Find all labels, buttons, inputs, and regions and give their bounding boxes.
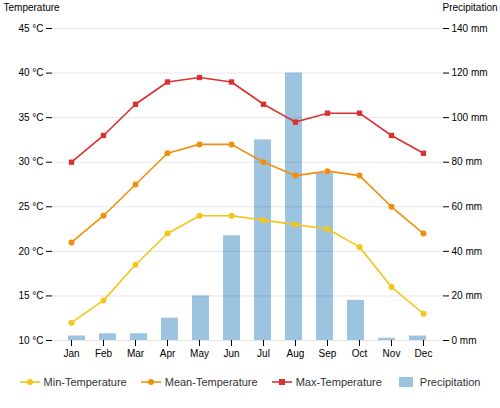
svg-text:Dec: Dec xyxy=(415,348,433,359)
svg-text:Mar: Mar xyxy=(127,348,145,359)
svg-text:60 mm: 60 mm xyxy=(452,201,483,212)
html-text:Min-Temperature: Min-Temperature xyxy=(43,376,127,388)
svg-text:Jun: Jun xyxy=(223,348,239,359)
svg-text:Apr: Apr xyxy=(160,348,176,359)
html-text:Mean-Temperature: Mean-Temperature xyxy=(164,376,258,388)
svg-text:15 °C: 15 °C xyxy=(18,290,43,301)
svg-text:Precipitation: Precipitation xyxy=(442,2,497,13)
svg-text:80 mm: 80 mm xyxy=(452,156,483,167)
svg-text:40 mm: 40 mm xyxy=(452,246,483,257)
svg-text:Aug: Aug xyxy=(287,348,305,359)
svg-text:Sep: Sep xyxy=(319,348,337,359)
svg-text:35 °C: 35 °C xyxy=(18,112,43,123)
svg-text:45 °C: 45 °C xyxy=(18,23,43,34)
svg-text:Temperature: Temperature xyxy=(4,2,61,13)
svg-text:100 mm: 100 mm xyxy=(452,112,488,123)
svg-text:20 mm: 20 mm xyxy=(452,290,483,301)
svg-text:Jul: Jul xyxy=(257,348,270,359)
svg-text:25 °C: 25 °C xyxy=(18,201,43,212)
html-text:Max-Temperature: Max-Temperature xyxy=(295,376,382,388)
svg-text:120 mm: 120 mm xyxy=(452,67,488,78)
html-text:Precipitation: Precipitation xyxy=(419,376,481,388)
svg-text:0 mm: 0 mm xyxy=(452,335,477,346)
svg-text:140 mm: 140 mm xyxy=(452,23,488,34)
svg-text:30 °C: 30 °C xyxy=(18,156,43,167)
svg-text:20 °C: 20 °C xyxy=(18,246,43,257)
svg-text:May: May xyxy=(190,348,209,359)
svg-text:10 °C: 10 °C xyxy=(18,335,43,346)
svg-text:40 °C: 40 °C xyxy=(18,67,43,78)
svg-text:Jan: Jan xyxy=(63,348,79,359)
svg-text:Oct: Oct xyxy=(352,348,368,359)
svg-text:Feb: Feb xyxy=(95,348,113,359)
svg-text:Nov: Nov xyxy=(383,348,401,359)
